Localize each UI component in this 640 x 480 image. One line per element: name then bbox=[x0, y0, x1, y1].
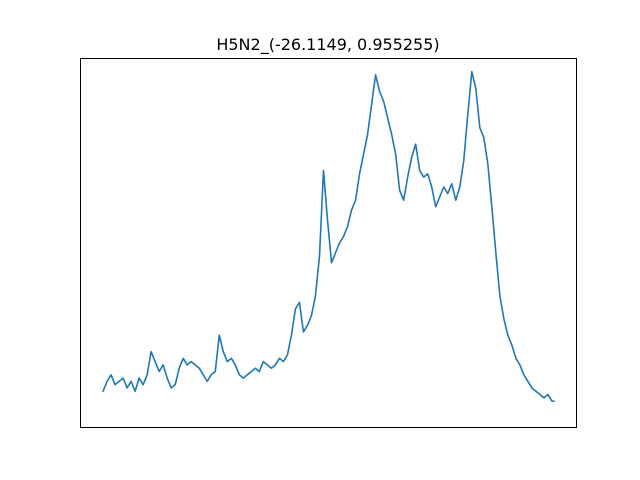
axes-frame bbox=[80, 58, 577, 428]
series-line bbox=[102, 70, 555, 402]
plot-area bbox=[102, 70, 555, 402]
chart-title: H5N2_(-26.1149, 0.955255) bbox=[216, 35, 439, 55]
